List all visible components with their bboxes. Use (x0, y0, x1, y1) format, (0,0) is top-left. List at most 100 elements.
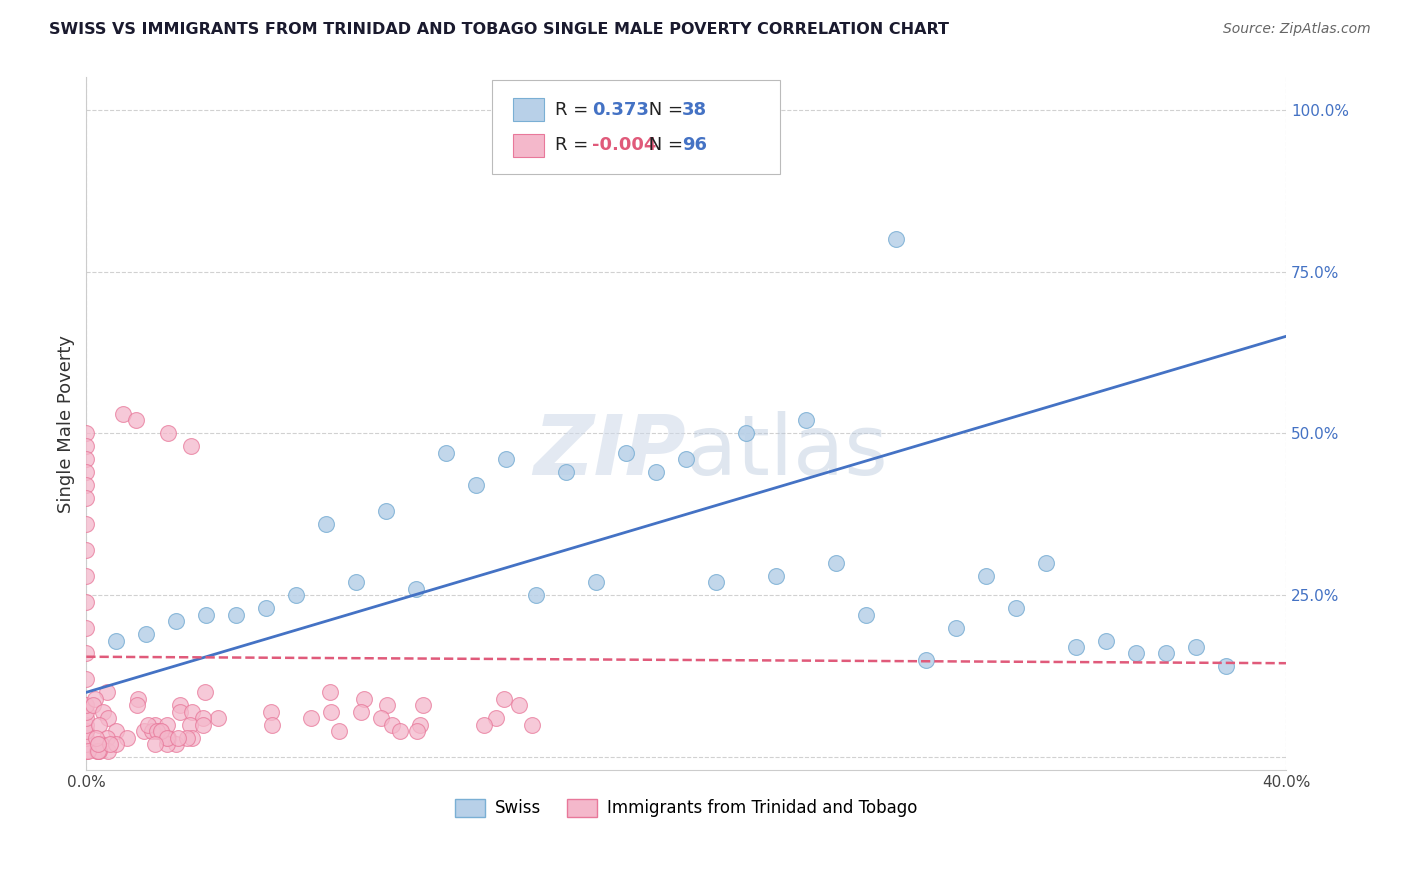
Point (350, 705, 373, 719)
Point (135, 627, 157, 641)
Point (145, 724, 167, 739)
Point (193, 711, 215, 725)
Point (117, 731, 139, 745)
Point (735, 426, 758, 441)
Point (465, 478, 488, 492)
Point (495, 452, 517, 467)
Point (75, 743, 97, 757)
Text: ZIP: ZIP (533, 411, 686, 491)
Point (194, 685, 217, 699)
Point (165, 614, 187, 628)
Text: R =: R = (555, 101, 595, 119)
Point (84, 731, 107, 745)
Point (434, 446, 457, 460)
Point (141, 724, 163, 739)
Text: N =: N = (643, 101, 689, 119)
Point (75, 743, 97, 757)
Point (91, 705, 114, 719)
Point (315, 516, 337, 531)
Point (75, 673, 97, 687)
Point (165, 737, 187, 751)
Point (75, 452, 97, 467)
Point (87, 743, 110, 757)
Point (97, 711, 120, 725)
Point (87, 737, 110, 751)
Point (344, 575, 367, 590)
Point (82, 698, 104, 713)
Point (98, 737, 121, 751)
Point (1125, 647, 1147, 661)
Point (75, 737, 97, 751)
Point (176, 731, 198, 745)
Point (825, 556, 848, 570)
Point (974, 569, 997, 583)
Point (181, 705, 204, 719)
Point (945, 621, 967, 635)
Point (97, 743, 120, 757)
Point (614, 446, 637, 460)
Point (353, 691, 375, 706)
Text: 0.373: 0.373 (592, 101, 648, 119)
Point (225, 607, 247, 622)
Text: atlas: atlas (686, 411, 887, 491)
Point (169, 705, 191, 719)
Point (765, 569, 787, 583)
Point (156, 731, 179, 745)
Point (915, 653, 938, 667)
Point (136, 717, 159, 731)
Point (96, 731, 118, 745)
Point (1154, 647, 1177, 661)
Point (675, 452, 697, 467)
Point (75, 439, 97, 453)
Point (412, 698, 434, 713)
Point (285, 588, 308, 602)
Point (254, 601, 277, 615)
Point (75, 516, 97, 531)
Point (87, 717, 110, 731)
Point (1005, 601, 1028, 615)
Point (794, 413, 817, 427)
Point (585, 575, 607, 590)
Point (75, 737, 97, 751)
Text: R =: R = (555, 136, 595, 154)
Point (195, 607, 218, 622)
Point (75, 705, 97, 719)
Point (150, 724, 173, 739)
Point (328, 724, 350, 739)
Point (1064, 640, 1087, 654)
Point (127, 691, 149, 706)
Point (132, 724, 155, 739)
Point (167, 731, 190, 745)
Point (75, 724, 97, 739)
Point (86, 743, 108, 757)
Point (179, 717, 201, 731)
Point (169, 698, 191, 713)
Point (520, 717, 543, 731)
Point (127, 698, 149, 713)
Point (155, 717, 177, 731)
Point (125, 413, 148, 427)
Point (472, 717, 495, 731)
Point (156, 737, 179, 751)
Point (260, 705, 283, 719)
Point (181, 731, 204, 745)
Point (1185, 640, 1208, 654)
Point (143, 717, 166, 731)
Point (321, 705, 343, 719)
Text: Source: ZipAtlas.com: Source: ZipAtlas.com (1223, 22, 1371, 37)
Point (485, 711, 508, 725)
Point (75, 478, 97, 492)
Point (370, 711, 392, 725)
Point (157, 426, 180, 441)
Point (375, 698, 398, 713)
Point (75, 491, 97, 505)
Text: -0.004: -0.004 (592, 136, 657, 154)
Point (262, 717, 284, 731)
Point (375, 504, 398, 518)
Point (409, 717, 432, 731)
Point (299, 711, 322, 725)
Point (156, 731, 179, 745)
Point (508, 698, 530, 713)
Point (90, 737, 112, 751)
Point (83, 691, 105, 706)
